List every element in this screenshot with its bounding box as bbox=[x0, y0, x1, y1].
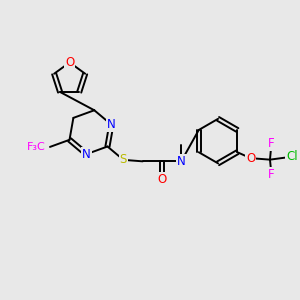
Text: S: S bbox=[120, 153, 127, 167]
Text: O: O bbox=[246, 152, 255, 165]
Text: N: N bbox=[107, 118, 116, 131]
Text: O: O bbox=[158, 172, 166, 186]
Text: F: F bbox=[268, 137, 275, 150]
Text: Cl: Cl bbox=[286, 150, 298, 163]
Text: F₃C: F₃C bbox=[27, 142, 46, 152]
Text: N: N bbox=[82, 148, 91, 160]
Text: O: O bbox=[65, 56, 74, 69]
Text: N: N bbox=[177, 155, 186, 168]
Text: F: F bbox=[268, 168, 275, 181]
